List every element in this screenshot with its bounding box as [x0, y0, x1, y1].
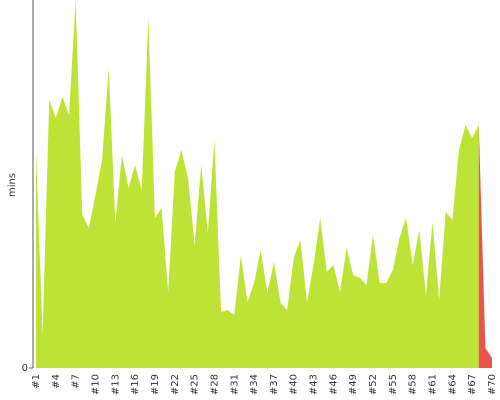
x-tick-label: #16	[130, 374, 141, 395]
x-tick-label: #58	[408, 374, 419, 395]
x-tick-label: #25	[190, 374, 201, 395]
x-tick-label: #40	[289, 374, 300, 395]
x-tick-label: #37	[269, 374, 280, 395]
y-axis-label: mins	[7, 173, 18, 197]
x-tick-label: #43	[309, 374, 320, 395]
x-tick-label: #22	[170, 374, 181, 395]
x-tick-label: #4	[51, 374, 62, 389]
area	[478, 125, 492, 368]
x-tick-label: #64	[447, 374, 458, 395]
x-tick-label: #49	[348, 374, 359, 395]
y-tick-label: 0	[22, 363, 28, 374]
x-tick-label: #61	[428, 374, 439, 395]
x-tick-label: #67	[467, 374, 478, 395]
x-tick-label: #10	[90, 374, 101, 395]
x-tick-label: #7	[71, 374, 82, 389]
area	[36, 0, 479, 368]
x-tick-label: #70	[487, 374, 498, 395]
x-tick-label: #19	[150, 374, 161, 395]
x-tick-label: #52	[368, 374, 379, 395]
x-tick-label: #28	[209, 374, 220, 395]
x-tick-label: #34	[249, 374, 260, 395]
x-tick-label: #31	[229, 374, 240, 395]
x-tick-label: #1	[31, 374, 42, 389]
x-tick-label: #13	[110, 374, 121, 395]
x-tick-label: #55	[388, 374, 399, 395]
x-tick-label: #46	[328, 374, 339, 395]
